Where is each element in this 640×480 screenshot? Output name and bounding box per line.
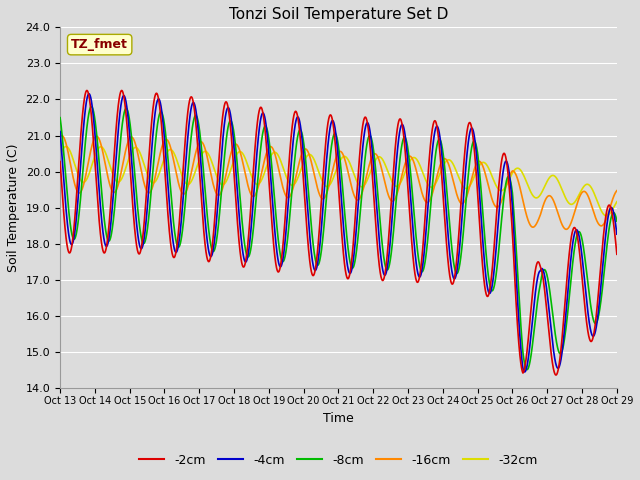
-8cm: [613, 218, 621, 224]
-4cm: [419, 265, 426, 271]
-32cm: [62, 144, 70, 149]
-32cm: [157, 164, 165, 170]
-2cm: [472, 163, 479, 168]
-4cm: [269, 204, 276, 210]
Line: -2cm: -2cm: [60, 90, 617, 375]
Title: Tonzi Soil Temperature Set D: Tonzi Soil Temperature Set D: [228, 7, 448, 22]
-4cm: [514, 304, 522, 310]
-32cm: [419, 168, 426, 174]
-2cm: [269, 234, 276, 240]
-2cm: [157, 120, 165, 126]
-16cm: [56, 134, 64, 140]
X-axis label: Time: Time: [323, 411, 354, 425]
-4cm: [521, 369, 529, 375]
-16cm: [514, 177, 522, 183]
-16cm: [472, 163, 479, 168]
-32cm: [56, 153, 64, 159]
-2cm: [613, 252, 621, 257]
-8cm: [514, 276, 522, 282]
-4cm: [157, 106, 165, 111]
-8cm: [390, 222, 398, 228]
-16cm: [613, 188, 621, 193]
-16cm: [58, 133, 66, 139]
-2cm: [118, 87, 125, 93]
-16cm: [419, 191, 426, 197]
-32cm: [613, 199, 621, 204]
-32cm: [390, 182, 398, 188]
-32cm: [514, 165, 522, 171]
-8cm: [472, 140, 479, 146]
Line: -32cm: -32cm: [60, 146, 617, 216]
Legend: -2cm, -4cm, -8cm, -16cm, -32cm: -2cm, -4cm, -8cm, -16cm, -32cm: [134, 449, 543, 472]
-8cm: [88, 104, 95, 109]
-2cm: [419, 251, 426, 257]
-2cm: [56, 159, 64, 165]
-2cm: [552, 372, 560, 378]
-32cm: [602, 213, 610, 219]
Line: -16cm: -16cm: [60, 136, 617, 229]
-32cm: [472, 170, 479, 176]
-16cm: [563, 227, 570, 232]
Line: -4cm: -4cm: [60, 94, 617, 372]
-8cm: [419, 269, 426, 275]
-4cm: [56, 129, 64, 134]
-4cm: [85, 91, 93, 96]
-16cm: [269, 146, 276, 152]
-8cm: [56, 115, 64, 120]
-2cm: [514, 329, 522, 335]
-4cm: [390, 188, 398, 194]
-8cm: [269, 177, 276, 183]
Y-axis label: Soil Temperature (C): Soil Temperature (C): [7, 144, 20, 272]
-2cm: [390, 158, 398, 164]
-16cm: [390, 197, 398, 203]
-4cm: [613, 231, 621, 237]
-8cm: [523, 367, 531, 372]
-8cm: [157, 109, 165, 115]
Line: -8cm: -8cm: [60, 107, 617, 370]
-32cm: [269, 150, 276, 156]
-16cm: [157, 146, 165, 152]
-4cm: [472, 144, 479, 149]
Text: TZ_fmet: TZ_fmet: [71, 38, 128, 51]
